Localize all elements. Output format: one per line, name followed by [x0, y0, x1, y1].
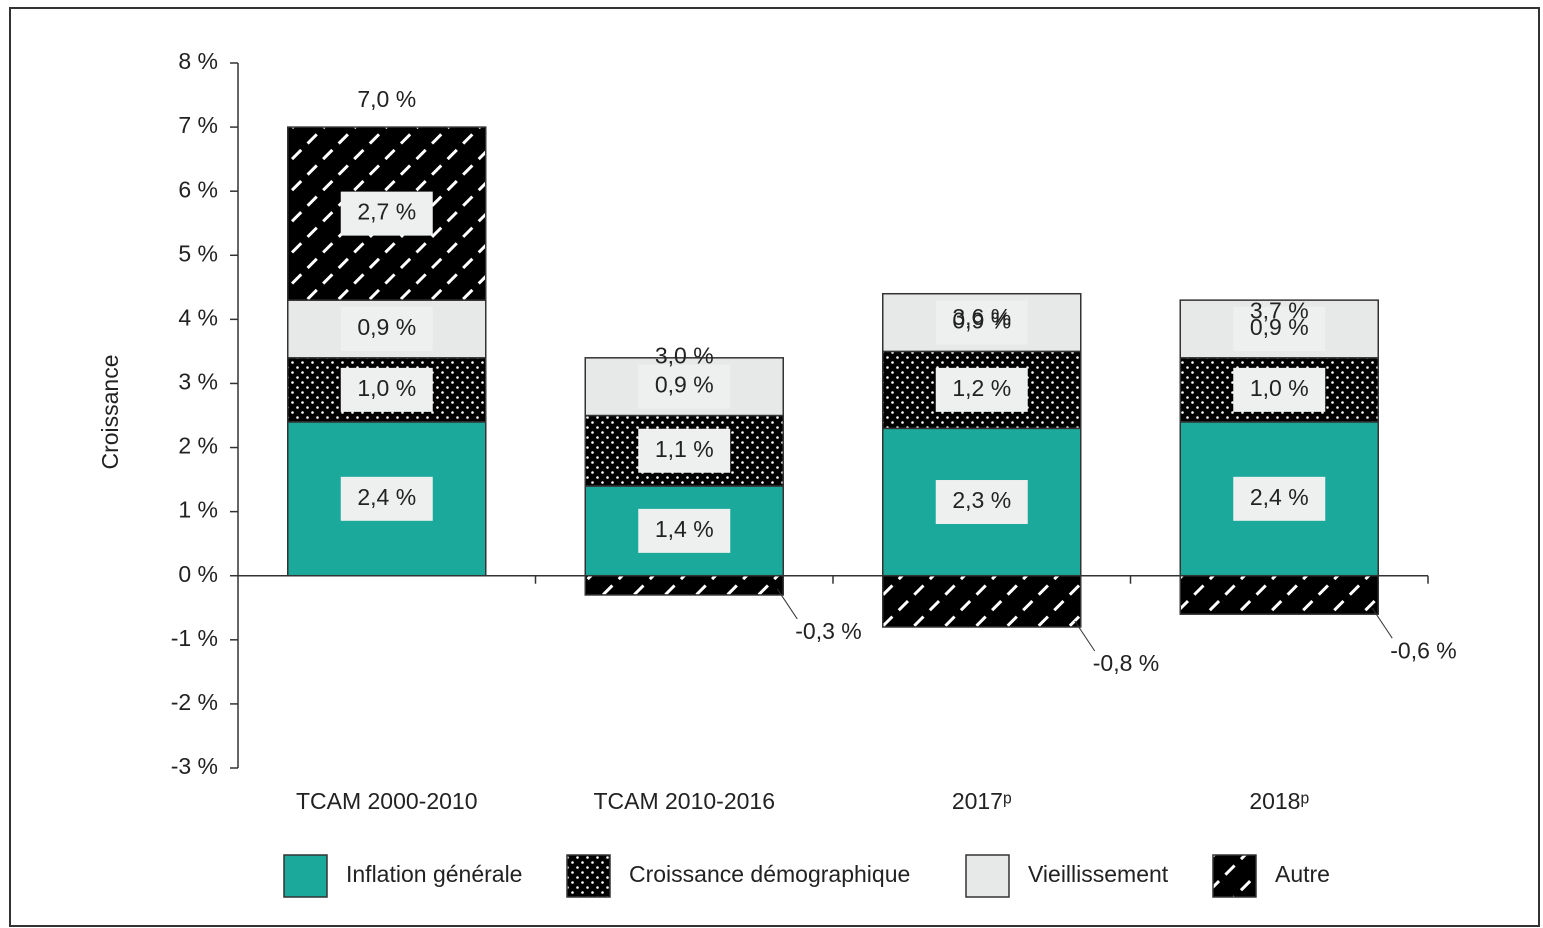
value-label: 1,0 %: [357, 375, 416, 401]
y-tick-label: 4 %: [178, 304, 218, 330]
value-label: 1,1 %: [655, 436, 714, 462]
value-label-bg: [340, 367, 433, 412]
y-tick-label: -3 %: [171, 753, 218, 779]
bar-segment: [584, 574, 784, 596]
value-label: 0,9 %: [1250, 314, 1309, 340]
leader-line: [1074, 620, 1096, 652]
value-label-bg: [1233, 476, 1326, 521]
y-axis-label: Croissance: [97, 354, 123, 469]
y-tick-label: 0 %: [178, 561, 218, 587]
legend-swatch: [283, 854, 328, 898]
value-label: 0,9 %: [655, 372, 714, 398]
x-tick-label: 2018ᵖ: [1249, 788, 1309, 814]
y-tick-label: 1 %: [178, 497, 218, 523]
value-label-bg: [935, 480, 1028, 525]
value-label: 2,4 %: [1250, 484, 1309, 510]
y-tick-label: 2 %: [178, 433, 218, 459]
value-label: 1,2 %: [952, 375, 1011, 401]
value-label: 1,4 %: [655, 516, 714, 542]
leader-line: [1371, 607, 1393, 639]
value-label: 1,0 %: [1250, 375, 1309, 401]
total-label: 3,0 %: [655, 343, 714, 369]
legend-label: Croissance démographique: [629, 861, 910, 887]
y-tick-label: 7 %: [178, 112, 218, 138]
value-label-bg: [340, 191, 433, 236]
value-label-bg: [340, 306, 433, 351]
value-label-bg: [935, 300, 1028, 345]
legend-swatch: [566, 854, 611, 898]
total-label: 3,6 %: [952, 304, 1011, 330]
value-label: 2,3 %: [952, 487, 1011, 513]
value-label: -0,6 %: [1390, 637, 1456, 663]
value-label-bg: [935, 367, 1028, 412]
x-tick-label: 2017ᵖ: [952, 788, 1012, 814]
value-label-bg: [638, 508, 731, 553]
value-label-bg: [340, 476, 433, 521]
value-label: -0,3 %: [795, 618, 861, 644]
value-label: -0,8 %: [1093, 650, 1159, 676]
value-label: 0,9 %: [357, 314, 416, 340]
y-tick-label: 6 %: [178, 176, 218, 202]
y-tick-label: 8 %: [178, 48, 218, 74]
legend-label: Inflation générale: [346, 861, 522, 887]
y-tick-label: -1 %: [171, 625, 218, 651]
value-label: 2,4 %: [357, 484, 416, 510]
y-tick-label: 3 %: [178, 369, 218, 395]
total-label: 7,0 %: [357, 86, 416, 112]
x-tick-label: TCAM 2010-2016: [593, 788, 775, 814]
value-label-bg: [1233, 367, 1326, 412]
bar-segment: [882, 574, 1082, 628]
bar-segment: [1179, 574, 1379, 615]
x-tick-label: TCAM 2000-2010: [296, 788, 478, 814]
y-tick-label: 5 %: [178, 240, 218, 266]
value-label: 0,9 %: [952, 308, 1011, 334]
total-label: 3,7 %: [1250, 298, 1309, 324]
legend-swatch: [965, 854, 1010, 898]
value-label-bg: [638, 364, 731, 409]
value-label-bg: [1233, 306, 1326, 351]
legend-label: Vieillissement: [1028, 861, 1169, 887]
leader-line: [776, 588, 798, 620]
legend-label: Autre: [1275, 861, 1330, 887]
value-label: 2,7 %: [357, 199, 416, 225]
y-tick-label: -2 %: [171, 689, 218, 715]
legend-swatch: [1212, 854, 1257, 898]
value-label-bg: [638, 428, 731, 473]
